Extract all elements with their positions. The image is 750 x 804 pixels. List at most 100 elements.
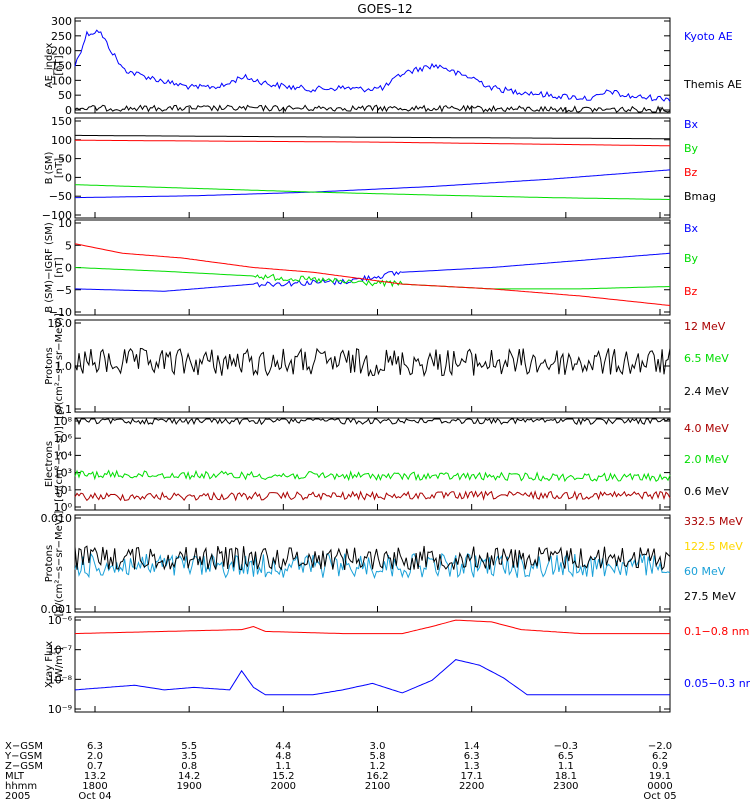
xaxis-value-1-2: 0.8 [181,761,197,772]
series-line-0-1 [74,104,671,114]
panel-frame-1 [74,117,671,219]
series-line-4-0 [74,489,671,502]
xaxis-value-4-4: 2200 [459,781,484,792]
ytick-label-6-1: 10⁻⁷ [48,644,72,657]
xaxis-value-5-1: 6.5 [558,751,574,762]
xaxis-row-label-4: hhmm [5,781,37,792]
xaxis-row-label-5: 2005 [5,791,30,800]
ytick-label-4-3: 10³ [54,467,72,480]
ytick-label-3-0: 10.0 [48,317,73,330]
ytick-label-4-5: 10⁰ [54,501,73,514]
xaxis-value-2-3: 15.2 [272,771,294,782]
series-line-1-1 [75,184,670,200]
xaxis-value-0-0: 6.3 [87,741,103,752]
series-line-2-1 [74,267,671,290]
xaxis-value-3-3: 16.2 [366,771,388,782]
series-line-5-3 [74,545,671,571]
ytick-label-6-3: 10⁻⁹ [48,703,72,716]
xaxis-value-4-2: 1.3 [464,761,480,772]
legend-5-1: 122.5 MeV [684,540,743,553]
legend-6-0: 0.1−0.8 nm [684,625,749,638]
ylabel-4-0: Electrons [44,441,55,487]
ytick-label-1-5: −100 [42,209,72,222]
xaxis-value-1-3: 14.2 [178,771,200,782]
xaxis-value-2-4: 2000 [271,781,296,792]
ylabel-4-1: [e/(cm²−s−sr)] [54,426,65,502]
series-line-1-0 [75,169,671,199]
ylabel-0-1: [nT] [54,55,65,75]
xaxis-value-0-5: Oct 04 [78,791,111,800]
ytick-label-2-3: −5 [56,284,72,297]
ylabel-0-0: AE_index [44,43,55,89]
series-line-3-2 [74,347,671,378]
panel-frame-2 [74,219,671,316]
panel-frame-6 [74,616,671,713]
series-line-6-1 [74,659,670,696]
series-line-1-3 [75,134,670,140]
ytick-label-1-2: 50 [58,153,72,166]
ytick-label-3-2: 0.1 [55,403,73,416]
xaxis-value-4-0: 1.4 [464,741,480,752]
legend-0-0: Kyoto AE [684,30,733,43]
ytick-label-1-3: 0 [65,171,72,184]
xaxis-value-6-4: 0000 [647,781,672,792]
series-line-4-1 [74,469,671,483]
legend-5-0: 332.5 MeV [684,515,743,528]
ylabel-5-0: Protons [44,545,55,582]
xaxis-value-3-1: 5.8 [370,751,386,762]
xaxis-value-4-3: 17.1 [461,771,483,782]
ytick-label-5-0: 0.010 [41,512,73,525]
ytick-label-1-0: 150 [51,115,72,128]
ytick-label-2-2: 0 [65,262,72,275]
xaxis-value-2-1: 4.8 [275,751,291,762]
series-line-1-2 [75,139,670,147]
legend-0-1: Themis AE [683,78,742,91]
series-line-2-0 [75,252,671,292]
ylabel-1-0: B (SM) [44,151,55,184]
xaxis-value-2-2: 1.1 [275,761,291,772]
ytick-label-4-0: 10⁸ [54,415,73,428]
ytick-label-4-2: 10⁴ [54,449,73,462]
panel-frame-4 [74,417,671,511]
xaxis-value-6-1: 6.2 [652,751,668,762]
legend-2-2: Bz [684,285,698,298]
xaxis-value-5-0: −0.3 [554,741,578,752]
xaxis-value-5-2: 1.1 [558,761,574,772]
series-line-4-2 [75,417,671,426]
xaxis-value-6-3: 19.1 [649,771,671,782]
ytick-label-2-0: 10 [58,217,72,230]
xaxis-value-3-0: 3.0 [370,741,386,752]
ytick-label-0-1: 250 [51,30,72,43]
xaxis-value-3-2: 1.2 [370,761,386,772]
ytick-label-0-4: 100 [51,74,72,87]
ylabel-3-0: Protons [44,347,55,384]
legend-5-2: 60 MeV [684,565,726,578]
ytick-label-0-3: 150 [51,60,72,73]
xaxis-row-label-1: Y−GSM [4,751,42,762]
legend-4-1: 2.0 MeV [684,453,729,466]
ylabel-3-1: [p/(cm²−s−sr−MeV)] [54,313,65,419]
legend-5-3: 27.5 MeV [684,590,736,603]
ylabel-6-1: [W/m²] [54,647,65,682]
ytick-label-0-5: 50 [58,89,72,102]
ytick-label-0-2: 200 [51,45,72,58]
xaxis-value-0-2: 0.7 [87,761,103,772]
plot-title: GOES–12 [357,2,412,16]
ylabel-2-0: B (SM)−IGRF (SM) [44,222,55,313]
xaxis-value-4-1: 6.3 [464,751,480,762]
legend-1-2: Bz [684,166,698,179]
ytick-label-2-1: 5 [65,239,72,252]
legend-1-3: Bmag [684,190,716,203]
xaxis-value-6-5: Oct 05 [643,791,676,800]
ytick-label-0-0: 300 [51,15,72,28]
legend-6-1: 0.05−0.3 nm [684,677,750,690]
legend-4-2: 0.6 MeV [684,485,729,498]
ylabel-1-1: [nT] [54,158,65,178]
xaxis-row-label-3: MLT [5,771,25,782]
ytick-label-4-4: 10¹ [54,484,72,497]
legend-3-0: 12 MeV [684,320,726,333]
xaxis-value-0-4: 1800 [82,781,107,792]
legend-3-2: 2.4 MeV [684,385,729,398]
ylabel-6-0: Xray Flux [44,641,55,688]
xaxis-value-0-1: 2.0 [87,751,103,762]
